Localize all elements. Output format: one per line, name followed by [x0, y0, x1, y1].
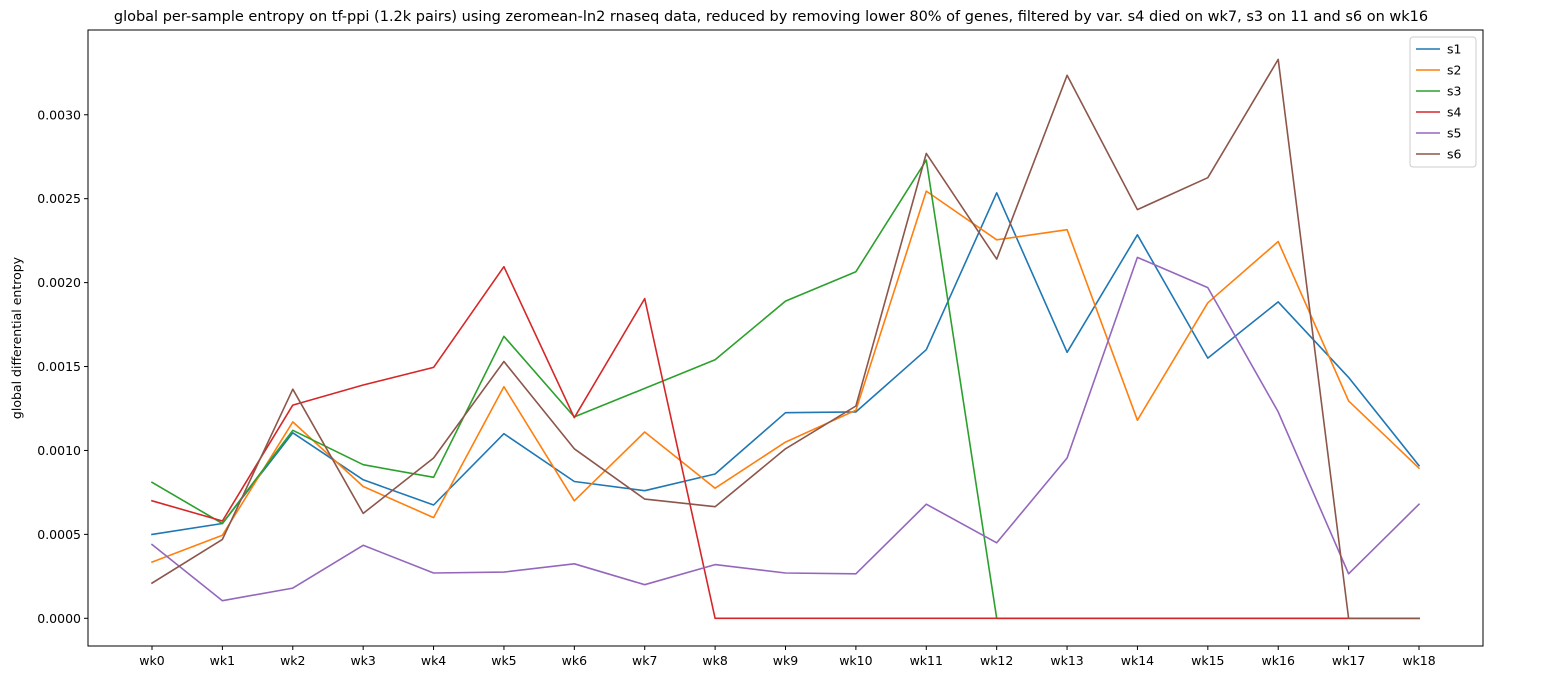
y-tick-label-4: 0.0020	[37, 275, 81, 290]
x-axis: wk0 wk1 wk2 wk3 wk4 wk5 wk6 wk7 wk8 wk9 wk10 wk11 wk…	[139, 646, 1436, 668]
y-tick-label-3: 0.0015	[37, 359, 81, 374]
x-tick-label-wk14: wk14	[1121, 653, 1154, 668]
x-tick-label-wk3: wk3	[350, 653, 375, 668]
chart-title: global per-sample entropy on tf-ppi (1.2…	[114, 9, 1428, 25]
y-tick-label-5: 0.0025	[37, 191, 81, 206]
x-tick-label-wk13: wk13	[1050, 653, 1083, 668]
y-tick-label-1: 0.0005	[37, 527, 81, 542]
legend-label-s3: s3	[1447, 84, 1461, 99]
legend-label-s2: s2	[1447, 63, 1461, 78]
series-line-s4	[151, 265, 1420, 620]
x-tick-label-wk0: wk0	[139, 653, 164, 668]
x-tick-label-wk8: wk8	[702, 653, 727, 668]
x-tick-label-wk17: wk17	[1332, 653, 1365, 668]
series-line-s2	[150, 190, 1421, 564]
x-tick-label-wk11: wk11	[910, 653, 943, 668]
plot-area-frame	[87, 29, 1484, 647]
x-tick-label-wk10: wk10	[839, 653, 872, 668]
x-tick-label-wk16: wk16	[1262, 653, 1295, 668]
x-tick-label-wk2: wk2	[280, 653, 305, 668]
legend-box	[1409, 36, 1477, 168]
legend-label-s6: s6	[1447, 147, 1462, 162]
y-tick-label-2: 0.0010	[37, 443, 81, 458]
x-tick-label-wk18: wk18	[1402, 653, 1435, 668]
y-axis-label: global differential entropy	[9, 256, 24, 419]
y-tick-label-6: 0.0030	[37, 107, 81, 122]
legend-label-s4: s4	[1447, 105, 1462, 120]
y-axis: 0.0000 0.0005 0.0010 0.0015 0.0020 0.0025 0.00…	[37, 107, 88, 626]
legend: s1 s2 s3 s4 s5 s6	[1409, 36, 1477, 168]
x-tick-label-wk15: wk15	[1191, 653, 1224, 668]
series-line-s1	[151, 192, 1421, 536]
x-tick-label-wk7: wk7	[632, 653, 657, 668]
x-tick-label-wk1: wk1	[210, 653, 235, 668]
x-tick-label-wk4: wk4	[421, 653, 446, 668]
y-tick-label-0: 0.0000	[37, 611, 81, 626]
series-lines	[150, 58, 1421, 620]
x-tick-label-wk5: wk5	[491, 653, 516, 668]
x-tick-label-wk12: wk12	[980, 653, 1013, 668]
series-line-s6	[150, 58, 1420, 620]
legend-label-s5: s5	[1447, 126, 1461, 141]
x-tick-label-wk6: wk6	[562, 653, 587, 668]
series-line-s3	[150, 159, 1420, 620]
legend-label-s1: s1	[1447, 42, 1461, 57]
x-tick-label-wk9: wk9	[773, 653, 798, 668]
series-line-s5	[150, 256, 1421, 602]
